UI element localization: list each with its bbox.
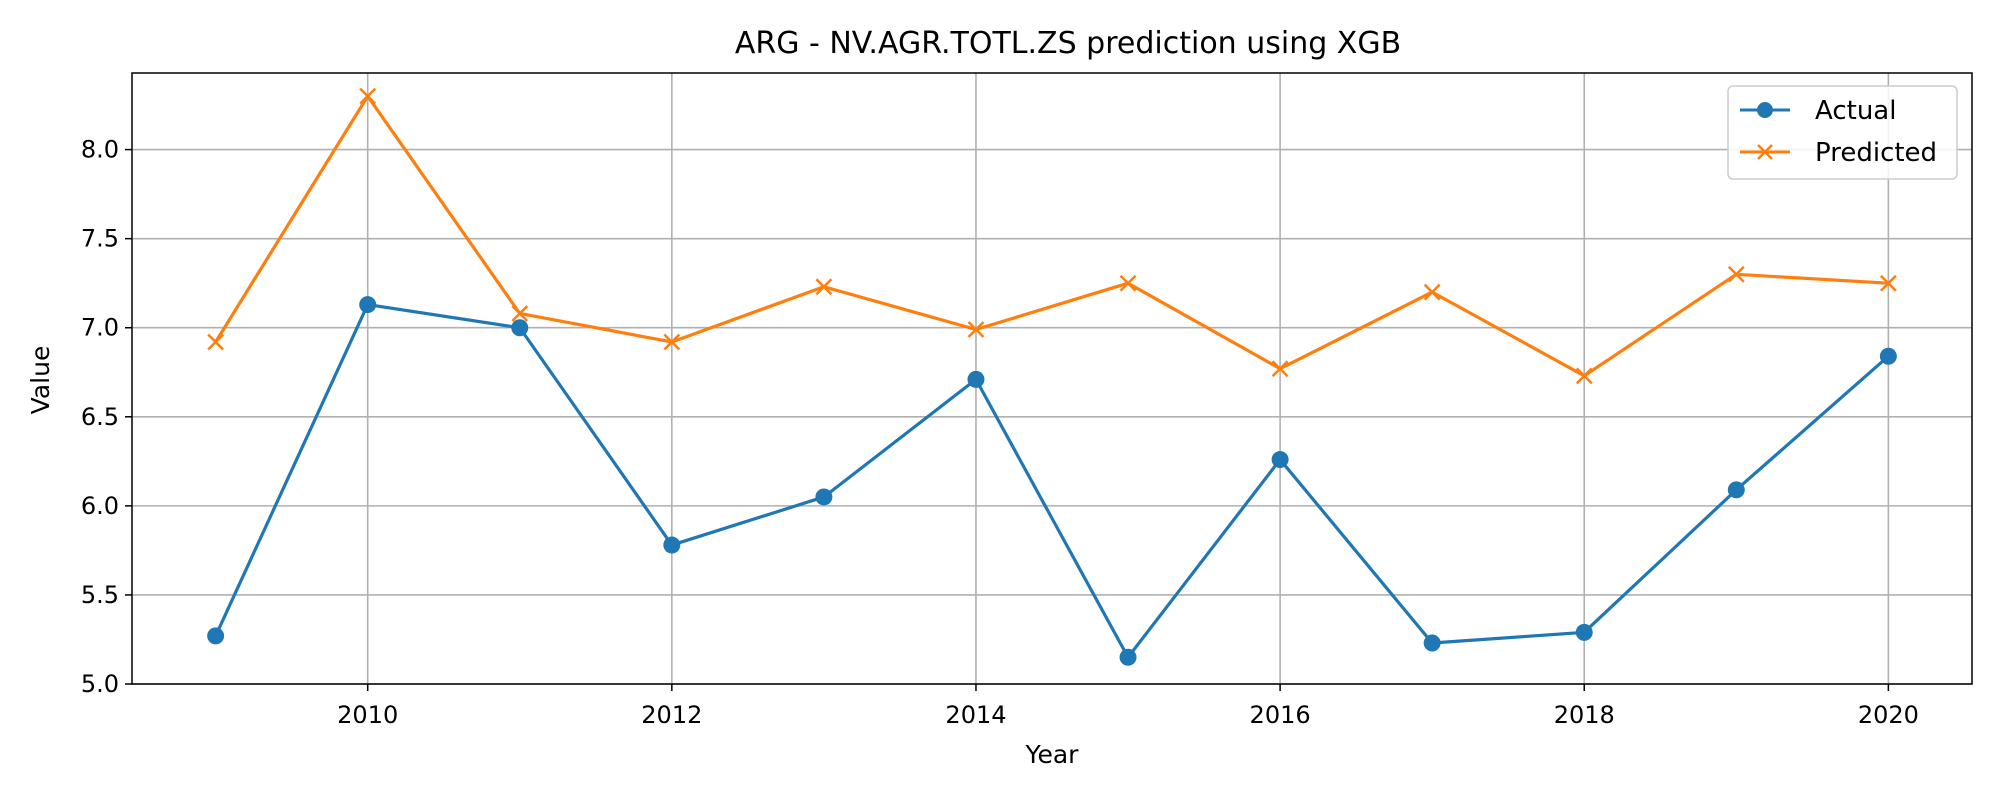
legend-predicted-label: Predicted — [1815, 138, 1937, 168]
predicted-data-point — [207, 333, 225, 351]
predicted-series-line — [214, 94, 1889, 378]
data-series — [207, 87, 1897, 666]
y-tick-label: 7.0 — [81, 314, 119, 342]
y-tick-label: 7.5 — [81, 225, 119, 253]
y-tick-label: 5.5 — [81, 581, 119, 609]
y-tick-label: 6.0 — [81, 492, 119, 520]
x-tick-label: 2016 — [1250, 701, 1311, 729]
actual-data-point — [1423, 634, 1441, 652]
predicted-data-point — [511, 305, 529, 322]
actual-data-point — [207, 627, 225, 645]
y-axis-label: Value — [26, 346, 55, 415]
actual-data-point — [1119, 648, 1137, 666]
x-tick-label: 2018 — [1554, 701, 1615, 729]
actual-data-point — [1271, 451, 1289, 469]
chart-title: ARG - NV.AGR.TOTL.ZS prediction using XG… — [735, 26, 1401, 61]
actual-data-point — [967, 370, 985, 388]
predicted-data-point — [1423, 283, 1441, 301]
legend: Actual Predicted — [1727, 85, 1958, 180]
actual-data-point — [1575, 623, 1593, 641]
plot-frame — [131, 72, 1973, 685]
legend-predicted-marker — [1757, 144, 1773, 160]
predicted-data-point — [1575, 367, 1593, 385]
y-tick-label: 5.0 — [81, 670, 119, 698]
predicted-data-point — [815, 278, 833, 296]
actual-data-point — [663, 536, 681, 554]
predicted-data-point — [1727, 265, 1745, 283]
predicted-data-point — [359, 87, 377, 105]
actual-data-point — [1879, 347, 1897, 365]
x-tick-label: 2012 — [641, 701, 702, 729]
actual-data-point — [511, 319, 529, 337]
predicted-data-point — [1271, 360, 1289, 378]
y-axis-ticks: 5.0 5.5 6.0 6.5 7.0 7.5 8.0 — [81, 136, 132, 698]
actual-data-point — [815, 488, 833, 506]
y-tick-label: 8.0 — [81, 136, 119, 164]
x-tick-label: 2010 — [337, 701, 398, 729]
actual-data-point — [1727, 481, 1745, 499]
actual-data-point — [359, 296, 377, 314]
x-axis-label: Year — [1025, 740, 1080, 769]
y-tick-label: 6.5 — [81, 403, 119, 431]
x-tick-label: 2014 — [945, 701, 1006, 729]
predicted-data-point — [663, 333, 681, 351]
x-axis-ticks: 2010 2012 2014 2016 2018 2020 — [337, 684, 1919, 729]
grid-lines — [132, 73, 1972, 685]
predicted-data-point — [1119, 274, 1137, 292]
actual-series-line — [214, 302, 1890, 659]
legend-actual-marker — [1757, 102, 1773, 118]
predicted-data-point — [1879, 274, 1897, 292]
x-tick-label: 2020 — [1858, 701, 1919, 729]
predicted-data-point — [967, 321, 985, 338]
legend-actual-label: Actual — [1815, 96, 1896, 126]
